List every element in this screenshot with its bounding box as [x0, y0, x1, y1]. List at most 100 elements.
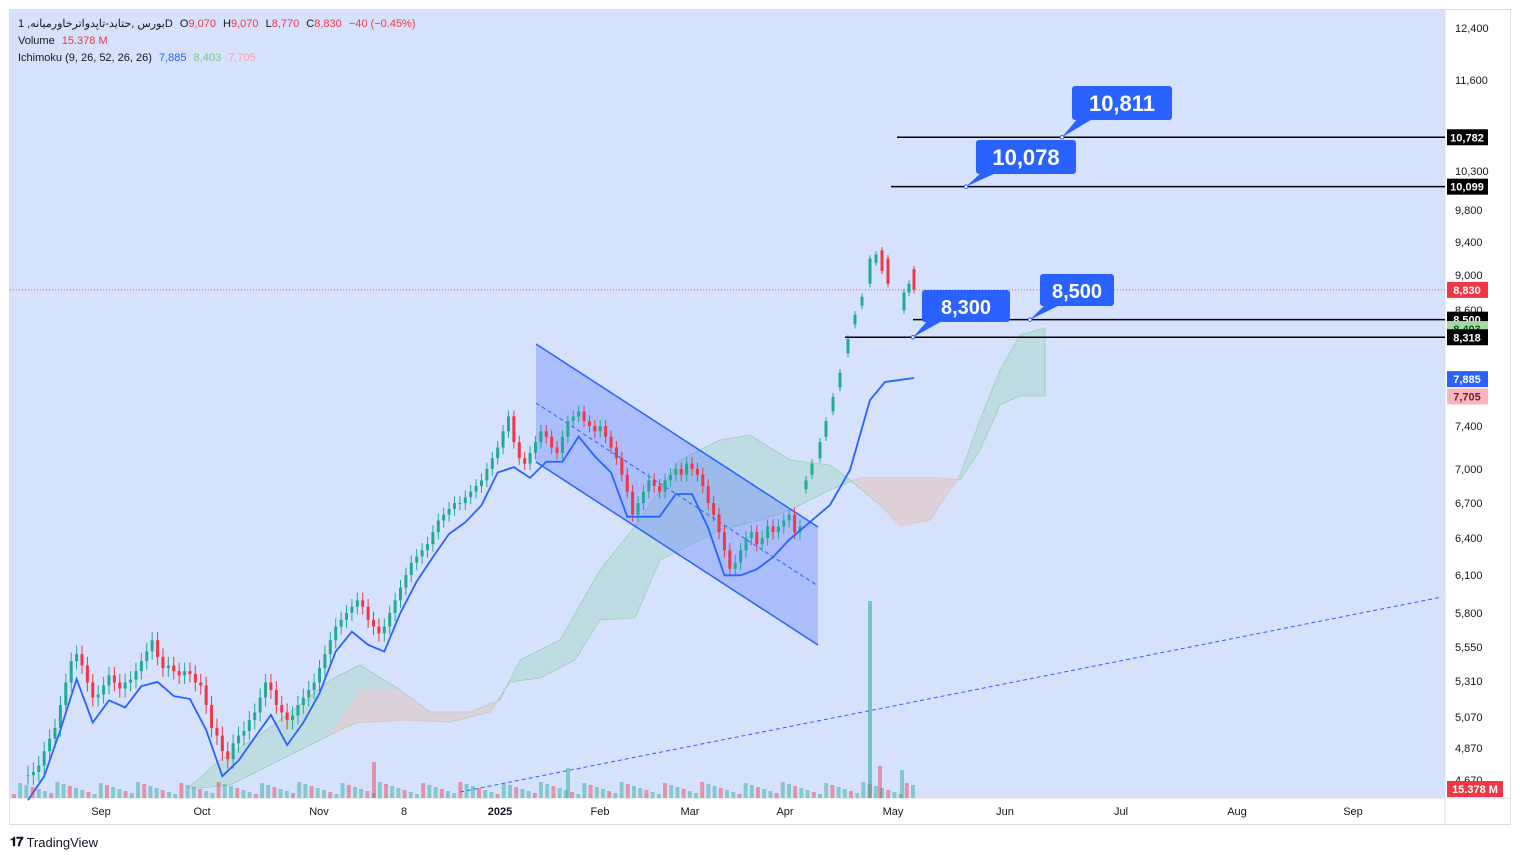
ichimoku-span-a-value: 8,403 [193, 52, 222, 64]
volume-bar [619, 782, 624, 798]
chart-plot-area[interactable] [10, 10, 1445, 798]
volume-label: Volume [18, 35, 55, 47]
volume-bar [898, 794, 903, 798]
volume-bar [253, 794, 258, 798]
candle-body [853, 314, 857, 325]
symbol-name[interactable]: 1 ,بورس ,حتاید-تاپدواتر‌خاورمیانه‌D [18, 18, 173, 30]
volume-bar [136, 782, 140, 798]
candle-body [690, 463, 694, 469]
candle-body [436, 520, 440, 533]
candle-body [285, 712, 289, 721]
candle-body [755, 532, 759, 545]
volume-bar [272, 787, 277, 798]
callout-anchor-dot [963, 184, 969, 189]
candle-body [587, 421, 591, 426]
volume-bar [570, 792, 574, 798]
volume-bar [315, 788, 320, 798]
volume-value: 15.378 M [61, 35, 108, 47]
volume-bar [861, 782, 866, 798]
candle-body [668, 474, 672, 481]
candle-body [782, 520, 786, 527]
volume-bar [470, 786, 475, 798]
candle-body [679, 469, 683, 475]
time-axis-tick: Aug [1227, 806, 1247, 818]
volume-bar [30, 787, 35, 798]
candle-body [739, 550, 743, 563]
volume-bar [594, 787, 599, 798]
candle-body [269, 682, 273, 690]
volume-bar [526, 791, 531, 798]
volume-bar [191, 787, 196, 798]
symbol-legend: 1 ,بورس ,حتاید-تاپدواتر‌خاورمیانه‌D O9,0… [18, 17, 416, 30]
candle-body [404, 575, 408, 588]
callout-box [922, 290, 1010, 322]
candle-body [69, 661, 73, 683]
volume-bar [464, 784, 469, 798]
ichimoku-legend[interactable]: Ichimoku (9, 26, 52, 26, 26) 7,885 8,403… [18, 52, 256, 64]
candle-body [307, 690, 311, 698]
volume-bar [415, 794, 419, 798]
price-label-box [1447, 371, 1488, 388]
candle-body [253, 712, 257, 721]
candle-body [625, 474, 629, 492]
price-axis-tick: 5,800 [1455, 608, 1483, 620]
volume-bar [49, 793, 54, 798]
tradingview-logo-icon: 𝟏𝟕 [10, 834, 24, 849]
candle-body [463, 497, 467, 503]
candle-body [766, 526, 770, 538]
volume-bar [86, 792, 91, 798]
price-axis-tick: 5,310 [1455, 676, 1483, 688]
ichimoku-conversion-line [27, 377, 915, 801]
volume-bar [855, 793, 860, 798]
volume-legend[interactable]: Volume 15.378 M [18, 35, 108, 47]
tradingview-watermark[interactable]: 𝟏𝟕 TradingView [10, 834, 98, 850]
volume-bar [762, 789, 767, 798]
volume-bar [818, 794, 822, 798]
price-label: 7,885 [1453, 374, 1481, 386]
volume-bar [644, 790, 649, 798]
volume-axis-label-box [1447, 781, 1503, 797]
volume-bar [743, 783, 748, 798]
candle-body [560, 436, 564, 453]
candle-body [301, 697, 305, 705]
price-label-box [1447, 329, 1488, 346]
volume-bar [824, 783, 829, 798]
candle-body [388, 613, 392, 627]
candle-body [506, 416, 510, 432]
volume-bar [756, 787, 760, 798]
volume-bar [532, 793, 537, 798]
volume-bar [836, 787, 841, 798]
volume-bar [36, 789, 41, 798]
low-label: L [265, 18, 272, 30]
volume-bar [477, 788, 481, 798]
candle-body [42, 751, 46, 766]
price-axis-tick: 11,600 [1455, 75, 1488, 87]
candle-body [912, 269, 916, 290]
volume-bar [489, 792, 494, 798]
candle-body [728, 550, 732, 569]
candle-body [695, 469, 699, 475]
candle-body [242, 730, 246, 736]
candle-body [528, 452, 532, 464]
candle-body [479, 480, 483, 486]
low-value: 8,770 [271, 18, 300, 30]
candle-body [107, 675, 111, 686]
callout-label: 8,500 [1052, 281, 1102, 303]
candle-body [810, 463, 814, 475]
time-axis-tick: Mar [681, 806, 700, 818]
candle-body [26, 775, 30, 777]
volume-bar [663, 783, 667, 798]
price-axis-tick: 6,400 [1455, 533, 1483, 545]
time-axis-tick: Sep [91, 806, 111, 818]
candle-body [577, 411, 581, 417]
candle-body [798, 526, 802, 533]
candle-body [907, 283, 911, 293]
candle-body [744, 538, 748, 551]
candle-body [674, 469, 678, 475]
candle-body [860, 296, 864, 306]
candle-body [496, 447, 500, 459]
candle-body [550, 436, 554, 448]
volume-bar [92, 794, 97, 798]
price-label: 7,705 [1453, 392, 1481, 404]
